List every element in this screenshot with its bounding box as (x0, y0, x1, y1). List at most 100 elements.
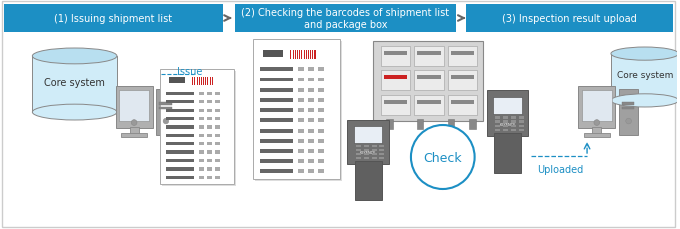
Bar (215, 134, 220, 137)
Bar (384, 52, 407, 56)
Bar (166, 134, 194, 137)
Bar (199, 142, 204, 146)
Bar (299, 50, 300, 59)
Bar (196, 78, 197, 85)
Bar (299, 78, 305, 82)
Bar (511, 125, 516, 128)
Bar (199, 109, 204, 112)
Bar (371, 157, 377, 160)
Bar (297, 50, 298, 59)
Bar (384, 76, 407, 80)
Bar (495, 125, 500, 128)
Bar (469, 120, 476, 129)
Bar (260, 170, 293, 174)
Bar (33, 57, 117, 113)
Bar (215, 126, 220, 129)
Bar (318, 149, 324, 153)
Bar (417, 100, 441, 104)
Bar (116, 87, 153, 128)
Bar (386, 120, 393, 129)
Bar (121, 133, 147, 138)
Bar (414, 46, 444, 66)
Bar (199, 101, 204, 104)
Bar (371, 145, 377, 148)
Bar (203, 78, 204, 85)
Bar (622, 107, 634, 110)
Bar (318, 129, 324, 133)
Bar (299, 109, 305, 113)
Bar (199, 176, 204, 179)
Bar (379, 145, 384, 148)
Bar (451, 100, 474, 104)
Bar (318, 68, 324, 72)
Bar (207, 126, 212, 129)
Bar (301, 50, 303, 59)
Bar (215, 159, 220, 162)
Bar (299, 149, 305, 153)
Bar (511, 129, 516, 132)
Text: Uploaded: Uploaded (537, 164, 583, 174)
Bar (451, 76, 474, 80)
Bar (318, 160, 324, 164)
Bar (166, 126, 194, 129)
Bar (308, 50, 309, 59)
Bar (207, 109, 212, 112)
Bar (318, 170, 324, 174)
Text: KEYENCE: KEYENCE (499, 122, 515, 126)
Bar (578, 87, 615, 128)
Bar (381, 46, 410, 66)
Bar (308, 160, 314, 164)
Bar (314, 50, 316, 59)
Bar (466, 5, 673, 33)
Bar (260, 68, 293, 72)
Bar (294, 50, 296, 59)
Bar (495, 129, 500, 132)
Circle shape (411, 125, 475, 189)
Bar (292, 50, 294, 59)
Bar (207, 134, 212, 137)
Bar (581, 91, 612, 122)
Bar (299, 139, 305, 143)
Bar (519, 129, 524, 132)
Bar (318, 109, 324, 113)
Bar (260, 160, 293, 164)
Circle shape (626, 119, 632, 124)
Bar (207, 159, 212, 162)
Bar (379, 149, 384, 152)
Text: Issue: Issue (177, 67, 203, 77)
Bar (347, 120, 389, 164)
Text: (3) Inspection result upload: (3) Inspection result upload (502, 14, 636, 24)
Bar (371, 149, 377, 152)
Bar (371, 153, 377, 156)
Bar (308, 68, 314, 72)
Bar (299, 129, 305, 133)
Bar (299, 170, 305, 174)
Bar (364, 157, 369, 160)
Bar (199, 159, 204, 162)
Bar (199, 151, 204, 154)
Bar (493, 97, 522, 114)
Text: Core system: Core system (617, 71, 673, 80)
Bar (290, 50, 292, 59)
Bar (166, 151, 194, 154)
Bar (299, 119, 305, 123)
Bar (379, 157, 384, 160)
Bar (207, 117, 212, 121)
Bar (162, 71, 237, 186)
Bar (197, 78, 199, 85)
Bar (260, 88, 293, 92)
Bar (503, 125, 508, 128)
Bar (166, 101, 194, 104)
Bar (447, 46, 477, 66)
Bar (199, 92, 204, 95)
Ellipse shape (611, 94, 679, 108)
Bar (215, 101, 220, 104)
Bar (519, 125, 524, 128)
Bar (312, 50, 313, 59)
Bar (210, 78, 211, 85)
Bar (212, 78, 214, 85)
Circle shape (163, 119, 169, 124)
Bar (166, 159, 194, 162)
Bar (166, 176, 194, 179)
Bar (318, 119, 324, 123)
